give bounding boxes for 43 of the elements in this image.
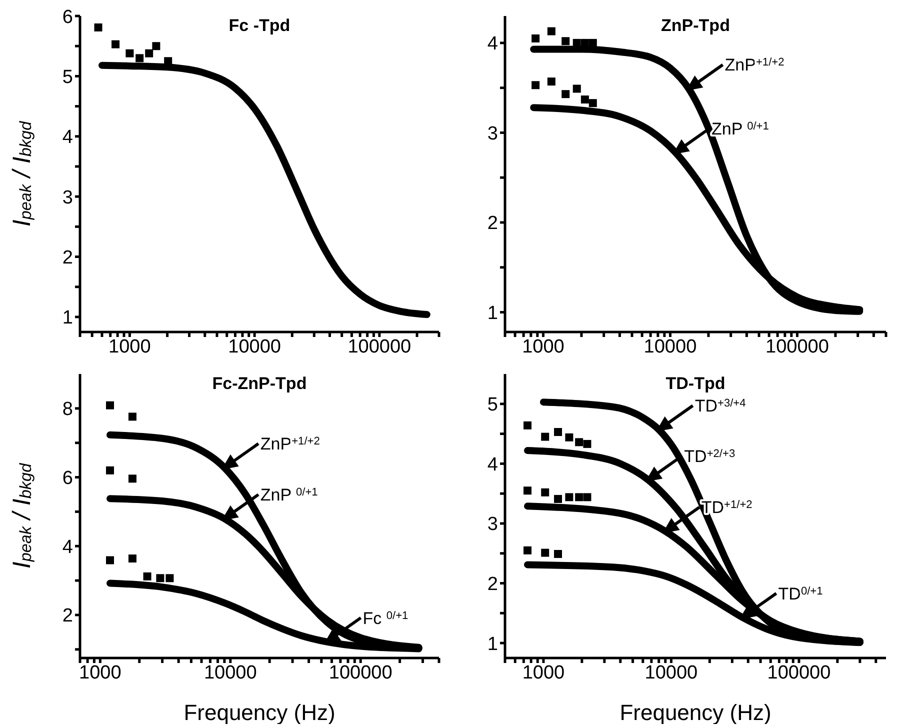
y-tick-label: 2 <box>62 248 73 269</box>
y-tick-label: 1 <box>487 634 498 655</box>
x-tick-label: 100000 <box>328 662 392 684</box>
y-tick-label: 4 <box>487 454 498 476</box>
annotation: TD$^{0/+1}$ <box>778 584 823 604</box>
y-tick-label: 3 <box>487 514 498 536</box>
annotation: ZnP $^{0/+1}$ <box>260 486 318 505</box>
annotation: TD$^{+3/+4}$ <box>694 396 746 416</box>
y-tick-label: 5 <box>62 66 73 88</box>
y-tick-label: 5 <box>487 394 498 416</box>
y-tick-label: 3 <box>487 123 498 144</box>
annotation: ZnP $^{0/+1}$ <box>711 119 769 138</box>
chart-title: Fc-ZnP-Tpd <box>211 374 308 394</box>
chart-title: TD-Tpd <box>664 374 726 394</box>
annotation: ZnP$^{+1/+2}$ <box>724 56 784 75</box>
x-tick-label: 100000 <box>767 662 831 684</box>
x-tick-label: 1000 <box>108 336 151 358</box>
annotation: Fc $^{0/+1}$ <box>362 608 408 628</box>
y-tick-label: 2 <box>62 606 73 627</box>
x-tick-label: 10000 <box>644 662 698 684</box>
y-tick-label: 2 <box>487 213 498 234</box>
x-tick-label: 1000 <box>522 662 565 684</box>
y-tick-label: 1 <box>487 302 498 324</box>
y-tick-label: 4 <box>62 536 74 558</box>
y-tick-label: 6 <box>62 468 73 490</box>
x-tick-label: 10000 <box>204 662 257 684</box>
y-tick-label: 2 <box>487 574 498 596</box>
y-tick-label: 8 <box>62 399 73 420</box>
x-tick-label: 10000 <box>644 336 697 358</box>
y-tick-label: 4 <box>62 127 74 148</box>
chart-title: Fc -Tpd <box>228 16 292 36</box>
x-tick-label: 100000 <box>766 336 829 358</box>
annotation: TD$^{+2/+3}$ <box>684 446 736 466</box>
y-tick-label: 1 <box>62 308 73 329</box>
x-tick-label: 1000 <box>522 336 564 358</box>
y-tick-label: 3 <box>62 187 73 208</box>
x-tick-label: 100000 <box>348 336 412 358</box>
x-tick-label: 10000 <box>228 336 281 358</box>
annotation: ZnP$^{+1/+2}$ <box>260 434 320 454</box>
x-tick-label: 1000 <box>79 662 122 684</box>
y-tick-label: 6 <box>62 6 73 28</box>
y-tick-label: 4 <box>487 34 498 55</box>
chart-title: ZnP-Tpd <box>660 16 731 36</box>
